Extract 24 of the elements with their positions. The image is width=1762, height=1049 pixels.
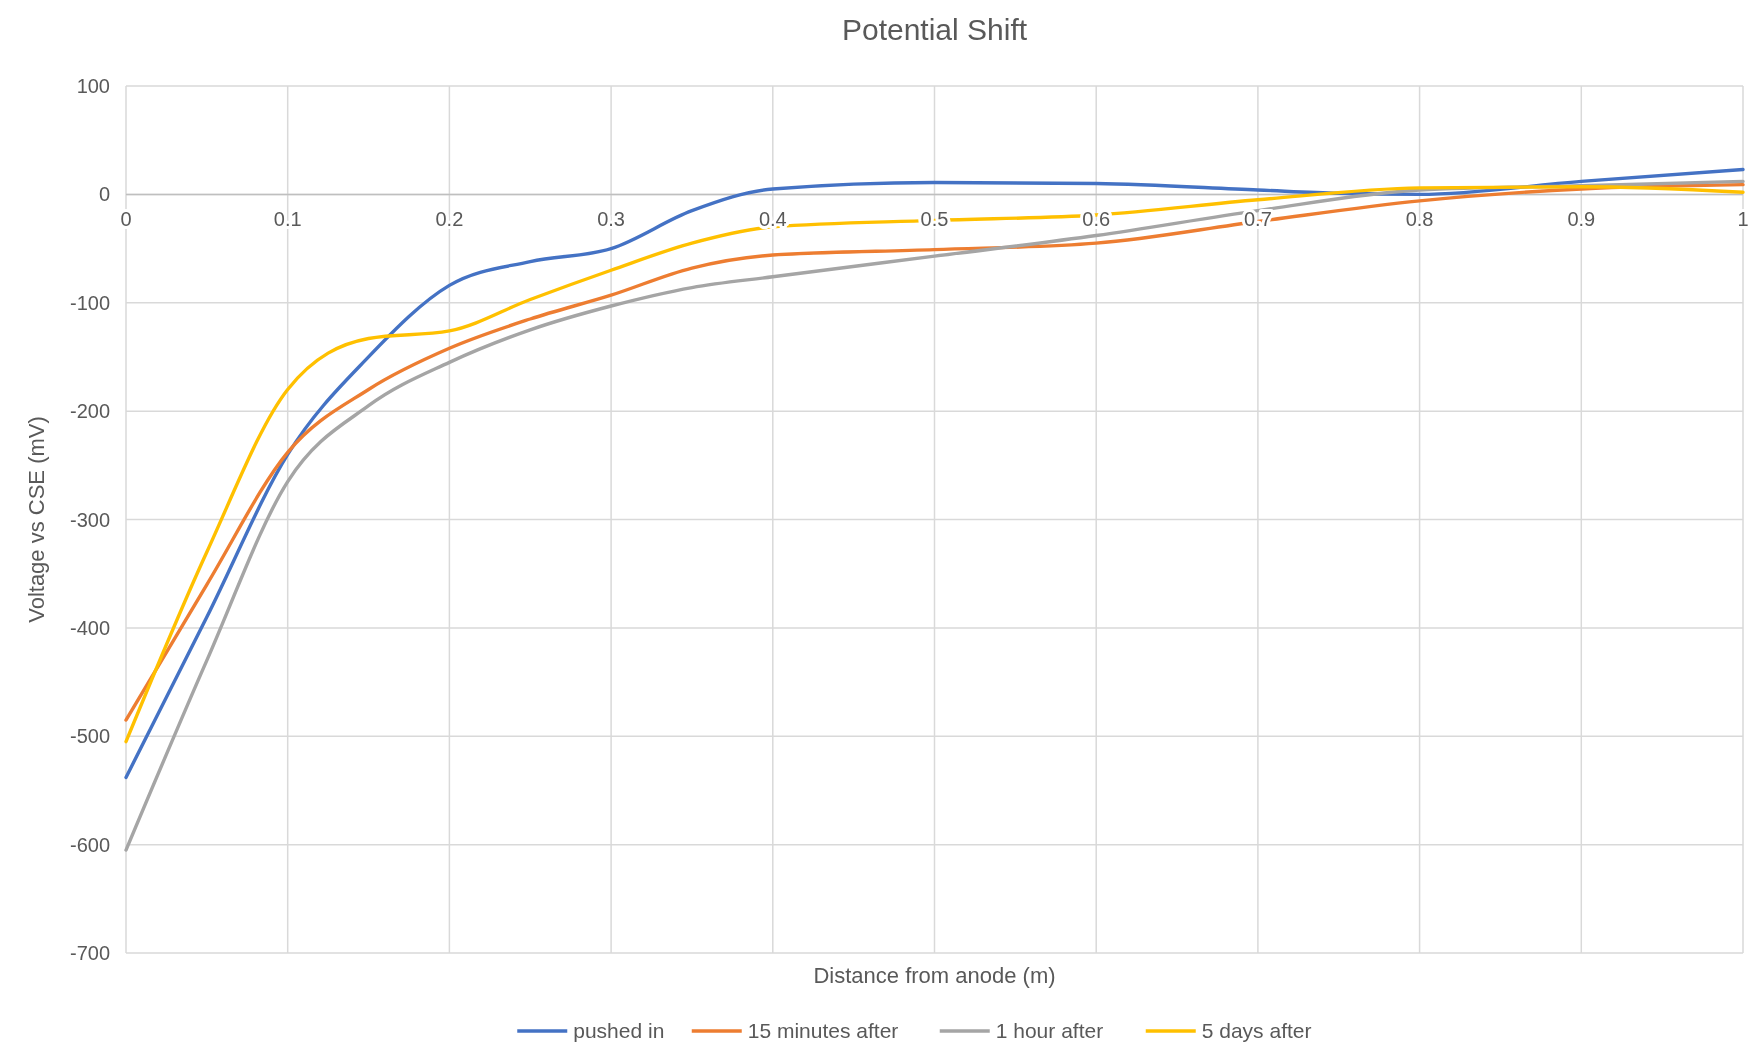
x-axis-title: Distance from anode (m)	[813, 963, 1056, 988]
y-axis-title: Voltage vs CSE (mV)	[24, 416, 49, 623]
y-tick-label: 100	[76, 75, 110, 97]
y-tick-label: -700	[69, 942, 110, 964]
x-tick-label: 0.1	[273, 208, 302, 231]
legend-label: pushed in	[573, 1019, 665, 1042]
x-tick-label: 1	[1737, 208, 1749, 231]
x-tick-label: 0.9	[1567, 208, 1596, 231]
y-tick-label: -200	[69, 400, 110, 423]
legend-label: 1 hour after	[995, 1019, 1104, 1042]
x-tick-label: 0.3	[597, 208, 626, 231]
x-tick-label: 0.8	[1405, 208, 1434, 231]
x-tick-label: 0	[120, 208, 132, 231]
y-tick-label: -600	[69, 833, 110, 856]
x-tick-label: 0.2	[435, 208, 464, 231]
y-tick-label: -500	[69, 725, 110, 748]
y-tick-label: 0	[98, 183, 110, 206]
chart-title: Potential Shift	[841, 13, 1028, 46]
y-tick-label: -100	[69, 291, 110, 314]
y-tick-label: -400	[69, 616, 110, 639]
legend-label: 15 minutes after	[747, 1019, 899, 1042]
x-tick-label: 0.4	[758, 208, 787, 231]
legend-label: 5 days after	[1201, 1019, 1312, 1042]
y-tick-label: -300	[69, 508, 110, 531]
